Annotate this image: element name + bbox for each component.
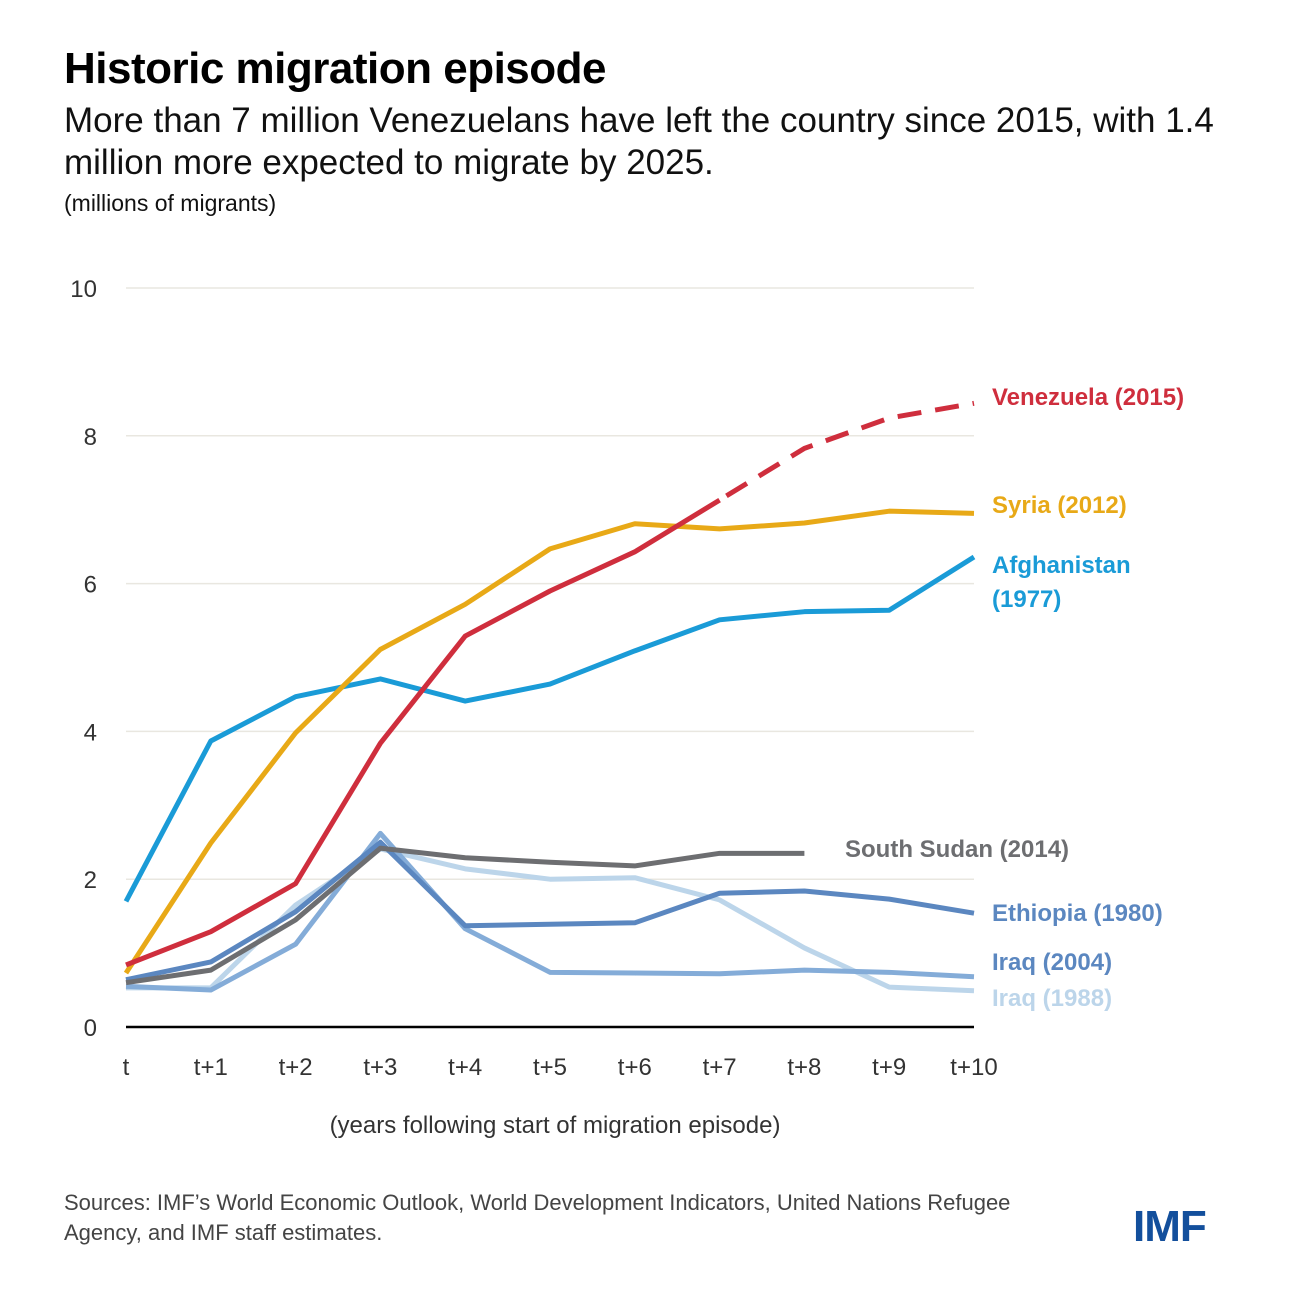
y-tick-label: 2: [84, 867, 97, 894]
series-label-afghanistan-1977: (1977): [992, 586, 1061, 613]
y-tick-label: 4: [84, 719, 97, 746]
chart-subtitle: More than 7 million Venezuelans have lef…: [64, 101, 1214, 182]
x-tick-label: t+2: [279, 1054, 313, 1081]
x-tick-label: t: [123, 1054, 130, 1081]
line-chart: 0 2 4 6 8 10 t t+1 t+2 t+3 t+4 t+5 t+6 t+7 t+8 t+9 t+10…: [70, 276, 1184, 1081]
imf-logo: IMF: [1133, 1202, 1207, 1251]
x-tick-label: t+9: [872, 1054, 906, 1081]
series-line-syria-2012: [123, 508, 975, 975]
x-tick-label: t+7: [703, 1054, 737, 1081]
series-line-venezuela-2015-projected: [718, 400, 975, 503]
series-line-venezuela-2015: [125, 497, 721, 968]
series-label-venezuela-2015: Venezuela (2015): [992, 384, 1184, 411]
series-label-iraq-1988: Iraq (1988): [992, 985, 1112, 1012]
series-lines: [123, 400, 976, 994]
x-tick-label: t+1: [194, 1054, 228, 1081]
y-axis-ticks: 0 2 4 6 8 10: [70, 276, 97, 1042]
y-axis-unit: (millions of migrants): [64, 190, 277, 216]
x-tick-label: t+4: [448, 1054, 482, 1081]
chart-title: Historic migration episode: [64, 44, 606, 93]
x-tick-label: t+3: [363, 1054, 397, 1081]
y-tick-label: 10: [70, 276, 97, 303]
series-label-ethiopia-1980: Ethiopia (1980): [992, 900, 1163, 927]
y-tick-label: 6: [84, 572, 97, 599]
series-labels: Iraq (1988) Iraq (2004) Ethiopia (1980) Sou…: [845, 384, 1184, 1012]
x-tick-label: t+6: [618, 1054, 652, 1081]
x-axis-ticks: t t+1 t+2 t+3 t+4 t+5 t+6 t+7 t+8 t+9 t+10: [123, 1054, 998, 1081]
y-tick-label: 0: [84, 1015, 97, 1042]
series-label-south-sudan-2014: South Sudan (2014): [845, 836, 1069, 863]
gridlines: [126, 287, 974, 1029]
x-tick-label: t+10: [950, 1054, 997, 1081]
series-label-syria-2012: Syria (2012): [992, 492, 1127, 519]
source-note: Sources: IMF’s World Economic Outlook, W…: [64, 1190, 1011, 1245]
series-label-iraq-2004: Iraq (2004): [992, 949, 1112, 976]
y-tick-label: 8: [84, 424, 97, 451]
series-label-afghanistan-1977: Afghanistan: [992, 552, 1131, 579]
x-axis-label: (years following start of migration epis…: [329, 1112, 781, 1139]
x-tick-label: t+5: [533, 1054, 567, 1081]
x-tick-label: t+8: [787, 1054, 821, 1081]
